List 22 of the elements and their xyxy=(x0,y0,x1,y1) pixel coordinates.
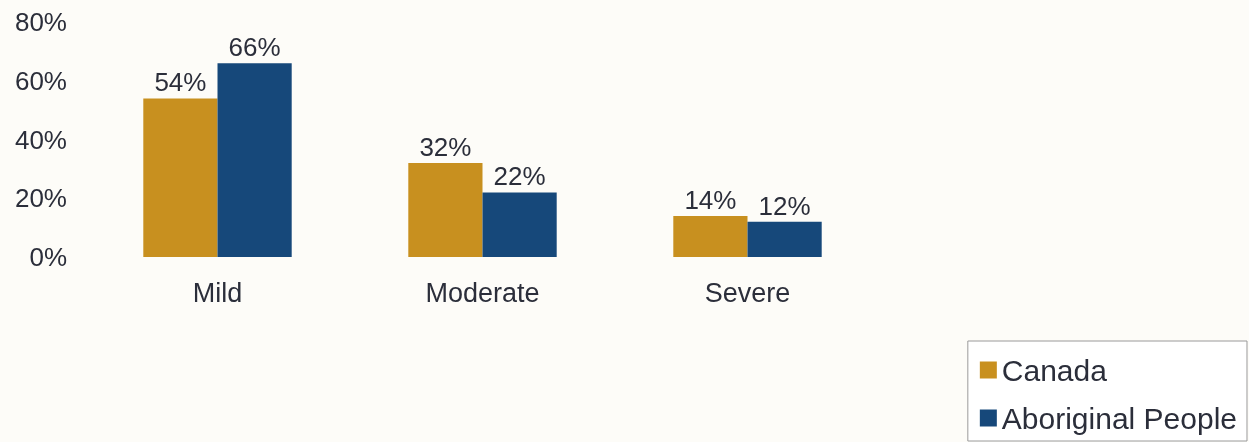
bar xyxy=(143,98,218,257)
data-label: 32% xyxy=(419,132,472,162)
y-tick-label: 40% xyxy=(14,124,67,155)
y-tick-label: 80% xyxy=(14,7,67,37)
bar xyxy=(482,192,557,257)
data-label: 14% xyxy=(684,184,737,215)
bar xyxy=(408,163,483,257)
x-tick-label: Moderate xyxy=(425,277,540,308)
legend-label: Canada xyxy=(1001,353,1108,387)
data-label: 54% xyxy=(154,67,207,98)
x-tick-label: Mild xyxy=(192,277,243,308)
data-label: 12% xyxy=(758,190,811,221)
y-tick-label: 20% xyxy=(14,183,67,214)
data-label: 22% xyxy=(493,161,546,192)
legend-label: Aboriginal People xyxy=(1001,401,1238,435)
y-tick-label: 60% xyxy=(14,65,67,96)
y-tick-label: 0% xyxy=(29,242,67,272)
bar xyxy=(747,221,822,257)
data-label: 66% xyxy=(228,32,281,63)
x-tick-label: Severe xyxy=(704,277,791,308)
bar xyxy=(673,215,748,257)
bar xyxy=(217,63,292,257)
